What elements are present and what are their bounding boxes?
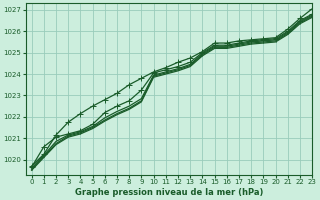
X-axis label: Graphe pression niveau de la mer (hPa): Graphe pression niveau de la mer (hPa)	[75, 188, 263, 197]
